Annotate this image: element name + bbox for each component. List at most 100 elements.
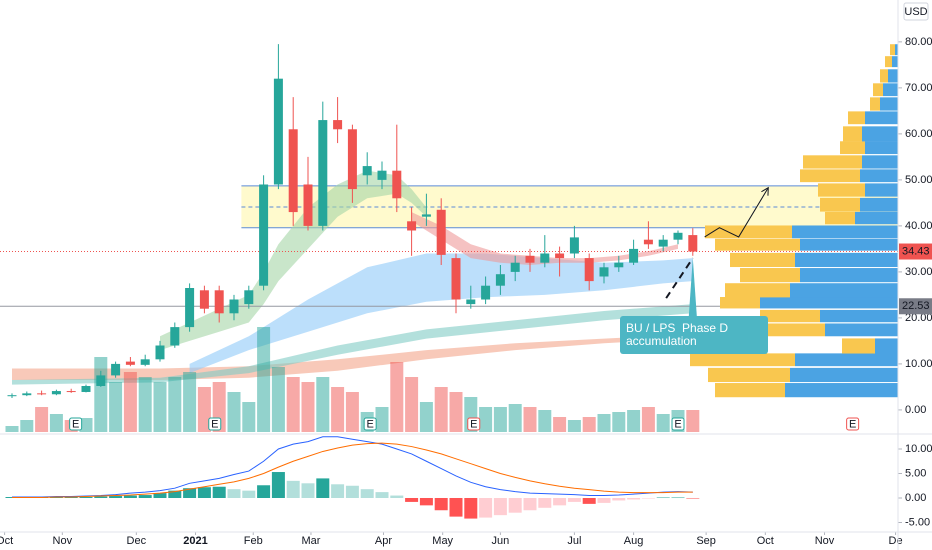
earnings-marker [467,417,481,431]
volume-bar [345,392,359,432]
volume-bar [523,407,537,432]
overlay: 0.00 10.00 20.00 30.00 40.00 50.00 60.00 70.00 8… [0,36,932,547]
macd-histogram [331,484,345,498]
profile-up [690,353,795,367]
profile-down [795,353,898,367]
macd-histogram [449,497,463,517]
volume-bar [301,382,315,432]
candle-body [377,170,387,180]
volume-bar [405,377,419,432]
profile-down [820,309,898,323]
volume-bar [20,420,34,432]
macd-histogram [271,472,285,498]
profile-down [892,56,898,68]
earnings-label: E [72,418,79,430]
x-tick-label: 2021 [183,535,207,547]
volume-bar [94,357,108,432]
volume-bar [582,417,596,432]
macd-histogram [390,495,404,498]
x-tick-label: Aug [624,535,644,547]
profile-up [730,252,795,268]
volume-bar [627,410,641,432]
profile-down [785,383,898,398]
macd-histogram [212,486,226,498]
earnings-marker [208,417,222,431]
candle-body [229,299,239,314]
candle-body [540,253,550,263]
volume-bar [183,372,197,432]
volume-bar [153,382,167,432]
macd-histogram [464,497,478,519]
macd-histogram [345,485,359,498]
earnings-marker [846,417,860,431]
profile-down [790,367,898,383]
ma-ribbon [12,304,693,385]
candle-body [37,393,47,395]
x-tick-label: Nov [815,535,835,547]
x-tick-label: De [889,535,903,547]
volume-bar [242,402,256,432]
x-tick-label: Dec [127,535,147,547]
volume-bar [656,414,670,432]
candle-body [318,120,328,226]
candle-body [273,78,283,185]
candle-body [170,327,180,346]
macd-histogram [419,497,433,506]
macd-histogram [227,489,241,498]
candle-body [525,255,535,263]
volume-bar [331,387,345,432]
earnings-marker [363,417,377,431]
macd-histogram [79,497,93,498]
volume-bar [538,410,552,432]
y-tick-label: 40.00 [905,220,932,232]
volume-bar [271,367,285,432]
candle-body [81,385,91,392]
macd-histogram [405,497,419,502]
profile-up [820,197,860,212]
volume-bar [419,402,433,432]
candle-body [185,288,195,328]
profile-down [800,268,898,283]
volume-bar [553,417,567,432]
profile-down [888,69,898,83]
price-tag-label: 22.53 [902,300,930,312]
profile-down [790,283,898,298]
macd-histogram [479,497,493,518]
candle-body [333,120,343,130]
candle-body [244,290,254,305]
volume-bar [49,414,63,432]
callout-pointer [688,258,697,316]
x-tick-label: Oct [0,535,13,547]
volume-bar [138,377,152,432]
profile-down [862,155,898,169]
profile-up [715,238,800,251]
currency-box[interactable] [903,2,929,21]
macd-histogram [493,497,507,516]
volume-bar [434,387,448,432]
profile-up [825,211,855,225]
profile-up [880,69,888,83]
ma-ribbon [12,334,693,381]
y2-tick-label: 10.00 [905,443,932,455]
macd-histogram [656,497,670,499]
profile-down [865,141,898,155]
volume-bar [508,404,522,432]
candle-body [421,214,431,217]
candle-body [688,235,698,252]
candle-body [362,166,372,176]
price-pane [0,44,898,432]
x-tick-label: Jun [492,535,510,547]
candle-body [347,129,357,190]
profile-up [842,338,875,354]
candle-body [658,239,668,247]
macd-histogram [671,497,685,499]
callout-text: BU / LPS Phase D [626,321,728,335]
macd-histogram [597,497,611,503]
price-tag [899,298,932,315]
candle-body [555,253,565,259]
earnings-label: E [674,418,681,430]
macd-histogram [316,478,330,498]
volume-bar [197,387,211,432]
candle-body [673,232,683,240]
earnings-label: E [470,418,477,430]
